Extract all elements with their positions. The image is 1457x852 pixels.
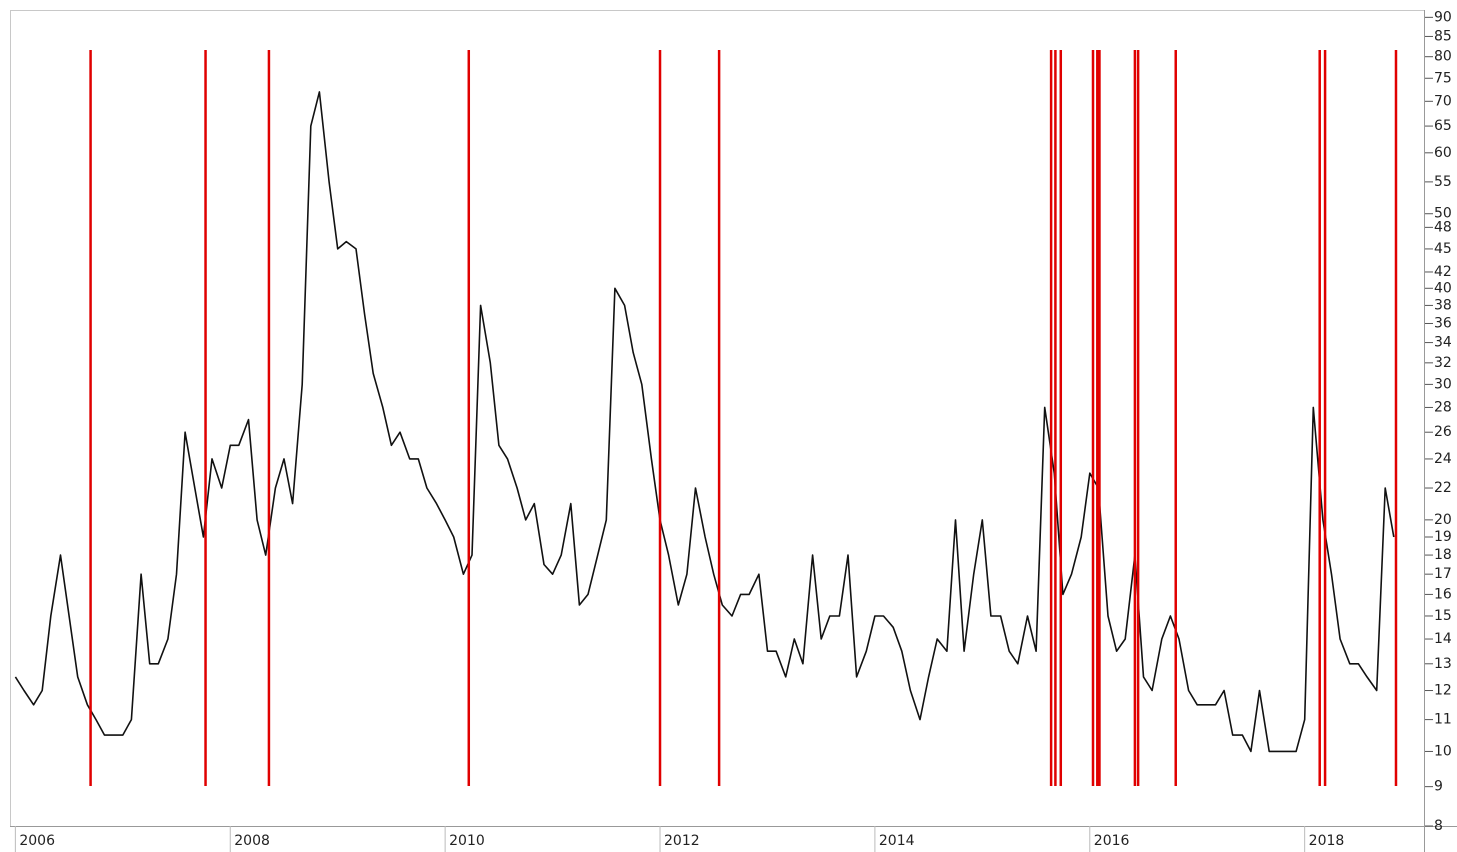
y-tick-label: 11 — [1434, 712, 1452, 728]
y-tick-label: 60 — [1434, 145, 1452, 161]
y-tick-label: 19 — [1434, 529, 1452, 545]
y-tick-label: 14 — [1434, 631, 1452, 647]
y-tick-label: 90 — [1434, 9, 1452, 25]
y-tick-label: 85 — [1434, 28, 1452, 44]
y-tick-label: 28 — [1434, 399, 1452, 415]
y-tick-label: 24 — [1434, 451, 1452, 467]
y-tick-label: 16 — [1434, 586, 1452, 602]
y-tick-label: 50 — [1434, 206, 1452, 222]
y-tick-label: 12 — [1434, 683, 1452, 699]
y-tick-label: 34 — [1434, 335, 1452, 351]
x-tick-label: 2014 — [879, 833, 915, 849]
x-tick-label: 2008 — [234, 833, 270, 849]
y-tick-label: 48 — [1434, 219, 1452, 235]
y-tick-label: 45 — [1434, 241, 1452, 257]
y-tick-label: 40 — [1434, 280, 1452, 296]
y-tick-label: 32 — [1434, 355, 1452, 371]
y-tick-label: 10 — [1434, 743, 1452, 759]
y-tick-label: 9 — [1434, 779, 1443, 795]
y-tick-label: 30 — [1434, 376, 1452, 392]
x-tick-label: 2018 — [1309, 833, 1345, 849]
y-tick-label: 75 — [1434, 70, 1452, 86]
y-tick-label: 38 — [1434, 297, 1452, 313]
y-tick-label: 80 — [1434, 49, 1452, 65]
y-tick-label: 15 — [1434, 608, 1452, 624]
y-tick-label: 42 — [1434, 264, 1452, 280]
y-tick-label: 65 — [1434, 118, 1452, 134]
y-tick-label: 70 — [1434, 93, 1452, 109]
y-tick-label: 55 — [1434, 174, 1452, 190]
y-tick-label: 22 — [1434, 480, 1452, 496]
x-tick-label: 2010 — [449, 833, 485, 849]
y-tick-label: 13 — [1434, 656, 1452, 672]
y-tick-label: 36 — [1434, 315, 1452, 331]
y-tick-label: 17 — [1434, 566, 1452, 582]
series-line — [14, 91, 1395, 753]
y-tick-label: 20 — [1434, 512, 1452, 528]
x-tick-label: 2012 — [664, 833, 700, 849]
x-tick-label: 2016 — [1094, 833, 1130, 849]
x-tick-label: 2006 — [19, 833, 55, 849]
y-tick-label: 8 — [1434, 818, 1443, 834]
y-tick-label: 18 — [1434, 547, 1452, 563]
y-tick-label: 26 — [1434, 424, 1452, 440]
